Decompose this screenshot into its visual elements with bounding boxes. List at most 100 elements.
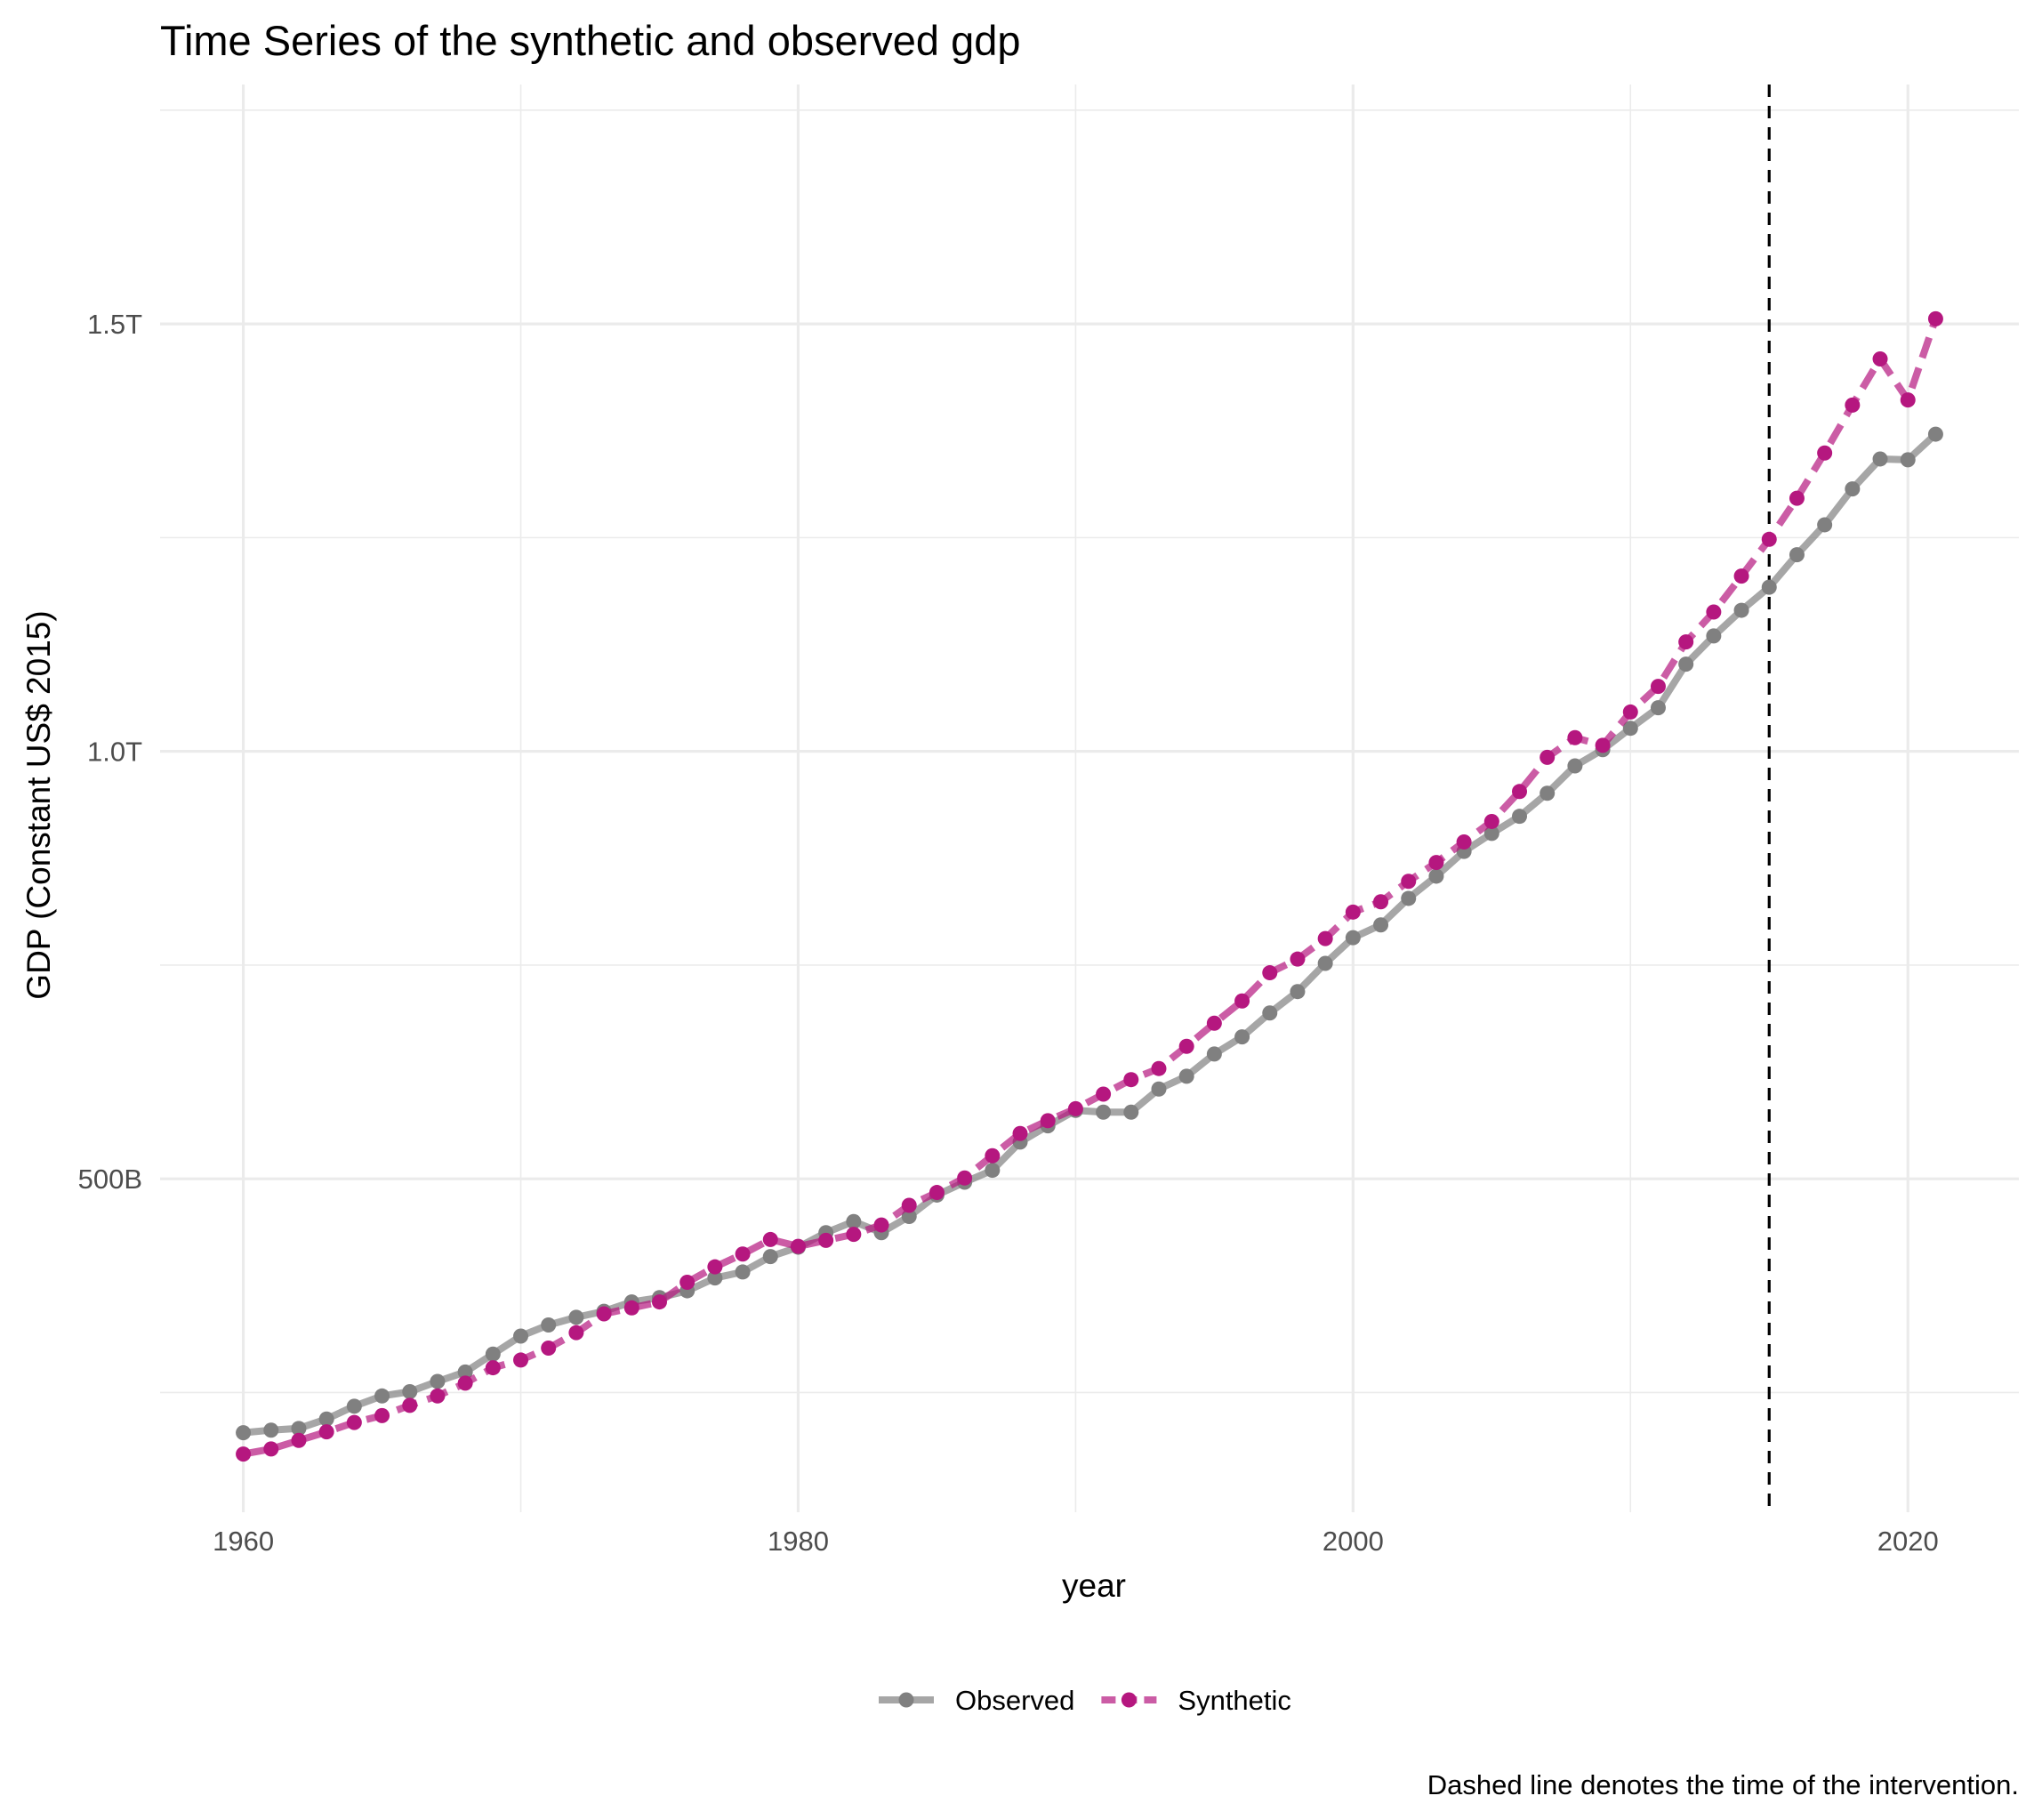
synthetic-series-line <box>242 318 1940 1458</box>
synthetic-point <box>541 1340 557 1356</box>
synthetic-point <box>402 1397 418 1413</box>
observed-point <box>1789 547 1805 563</box>
synthetic-point <box>1845 397 1861 413</box>
synthetic-point <box>1706 604 1722 620</box>
observed-point <box>1345 930 1361 946</box>
observed-point <box>1567 758 1583 774</box>
observed-point <box>985 1163 1001 1179</box>
y-axis-label: GDP (Constant US$ 2015) <box>20 610 57 999</box>
observed-point <box>485 1346 501 1362</box>
observed-point <box>430 1373 446 1389</box>
synthetic-point <box>651 1294 667 1310</box>
synthetic-point <box>1650 679 1666 695</box>
observed-point <box>1622 721 1638 737</box>
observed-point <box>263 1422 279 1438</box>
synthetic-point <box>1096 1086 1112 1102</box>
observed-point <box>1540 785 1556 801</box>
gridlines <box>160 85 2019 1512</box>
synthetic-point <box>291 1432 307 1448</box>
observed-point <box>568 1309 584 1325</box>
synthetic-point <box>1428 855 1444 871</box>
y-tick-label: 1.5T <box>87 309 142 340</box>
observed-point <box>762 1249 778 1265</box>
observed-point <box>236 1425 252 1441</box>
x-tick-label: 1980 <box>768 1526 829 1557</box>
synthetic-point <box>1761 531 1777 547</box>
observed-point <box>1817 517 1833 533</box>
synthetic-point <box>623 1300 639 1316</box>
synthetic-point <box>707 1259 723 1275</box>
observed-point <box>846 1213 862 1229</box>
synthetic-point <box>1512 784 1528 800</box>
observed-point <box>1761 579 1777 595</box>
synthetic-point <box>873 1217 889 1233</box>
observed-point <box>1178 1068 1194 1084</box>
observed-point <box>402 1383 418 1399</box>
observed-point <box>1845 481 1861 497</box>
x-tick-label: 2020 <box>1877 1526 1939 1557</box>
observed-point <box>1483 825 1499 842</box>
synthetic-point <box>1067 1100 1083 1116</box>
synthetic-point <box>929 1185 945 1201</box>
synthetic-point <box>818 1232 834 1248</box>
legend: Observed Synthetic <box>879 1685 1291 1716</box>
observed-point <box>1872 451 1888 467</box>
caption: Dashed line denotes the time of the inte… <box>1427 1769 2019 1800</box>
observed-point <box>541 1317 557 1333</box>
synthetic-point <box>430 1388 446 1404</box>
synthetic-point <box>1927 310 1943 326</box>
x-tick-label: 1960 <box>213 1526 274 1557</box>
synthetic-point <box>762 1231 778 1247</box>
synthetic-legend-key-point <box>1121 1692 1137 1708</box>
observed-point <box>318 1411 334 1427</box>
y-tick-label: 1.0T <box>87 737 142 768</box>
synthetic-point <box>1123 1072 1139 1088</box>
observed-legend-label: Observed <box>955 1685 1074 1716</box>
synthetic-point <box>735 1246 751 1262</box>
synthetic-point <box>485 1360 501 1376</box>
synthetic-point <box>1206 1015 1222 1031</box>
x-axis-ticks: 1960 1980 2000 2020 <box>213 1526 1939 1557</box>
x-axis-label: year <box>1062 1567 1126 1604</box>
chart-title: Time Series of the synthetic and observe… <box>160 17 1021 64</box>
observed-point <box>1262 1005 1278 1021</box>
observed-point <box>1096 1104 1112 1120</box>
observed-series-line <box>243 431 1939 1437</box>
synthetic-point <box>263 1441 279 1457</box>
observed-point <box>1733 602 1749 618</box>
synthetic-point <box>513 1352 529 1368</box>
observed-point <box>291 1421 307 1437</box>
synthetic-point <box>1040 1113 1056 1129</box>
observed-legend-key-point <box>898 1692 914 1708</box>
observed-point <box>1706 628 1722 644</box>
synthetic-point <box>957 1170 973 1186</box>
observed-point <box>1317 955 1333 971</box>
synthetic-point <box>1456 834 1472 850</box>
observed-point <box>901 1208 917 1224</box>
synthetic-point <box>901 1197 917 1213</box>
synthetic-point <box>846 1227 862 1243</box>
synthetic-point <box>1622 704 1638 720</box>
synthetic-point <box>790 1238 806 1254</box>
y-axis-ticks: 500B 1.0T 1.5T <box>78 309 142 1195</box>
observed-point <box>1650 700 1666 716</box>
observed-point <box>374 1388 390 1404</box>
synthetic-point <box>318 1424 334 1440</box>
y-tick-label: 500B <box>78 1164 142 1195</box>
synthetic-point <box>236 1446 252 1462</box>
observed-point <box>707 1270 723 1286</box>
observed-point <box>1151 1081 1167 1097</box>
synthetic-point <box>1789 490 1805 506</box>
synthetic-legend-label: Synthetic <box>1178 1685 1291 1716</box>
synthetic-point <box>1483 813 1499 829</box>
synthetic-point <box>679 1274 695 1290</box>
synthetic-point <box>1345 904 1361 920</box>
series-layer <box>236 310 1943 1462</box>
synthetic-point <box>1872 351 1888 367</box>
observed-point <box>457 1364 473 1380</box>
synthetic-point <box>568 1325 584 1341</box>
observed-point <box>1234 1029 1250 1045</box>
observed-point <box>1428 868 1444 884</box>
synthetic-point <box>1900 392 1916 408</box>
